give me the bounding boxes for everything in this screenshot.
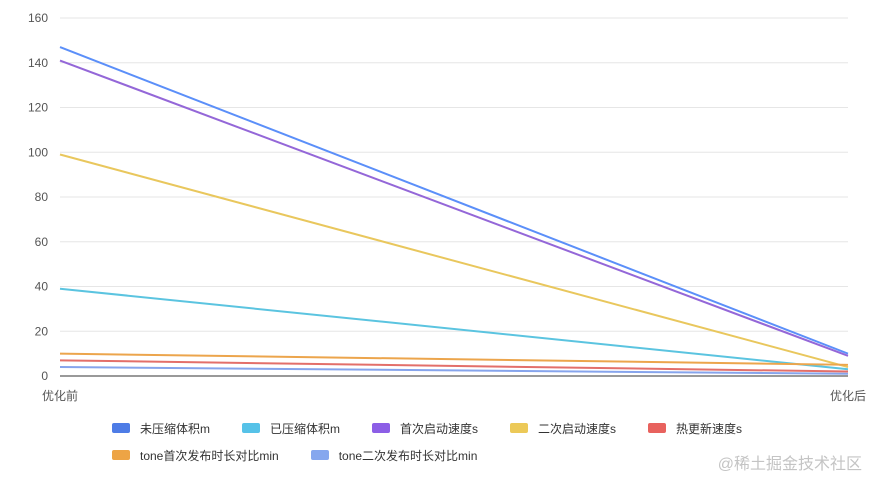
legend-item[interactable]: 热更新速度s <box>648 419 742 437</box>
x-axis: 优化前 优化后 <box>42 375 866 403</box>
legend-swatch <box>112 450 130 460</box>
legend-item[interactable]: 二次启动速度s <box>510 419 616 437</box>
legend-label: tone二次发布时长对比min <box>338 448 478 463</box>
legend-label: 热更新速度s <box>676 421 743 436</box>
watermark: @稀土掘金技术社区 <box>717 456 862 473</box>
series-line-5 <box>59 352 849 366</box>
line-chart: 0 20 40 60 80 100 120 140 160 优化前 优化后 <box>28 11 866 403</box>
y-tick-label: 80 <box>35 190 49 204</box>
grid-lines <box>60 17 848 332</box>
y-tick-label: 100 <box>28 145 48 159</box>
y-axis: 0 20 40 60 80 100 120 140 160 <box>28 11 48 383</box>
legend-item[interactable]: tone首次发布时长对比min <box>112 446 279 464</box>
series-line-0 <box>59 46 849 355</box>
legend-swatch <box>310 450 329 460</box>
x-tick-label: 优化前 <box>42 388 78 403</box>
y-tick-label: 40 <box>35 280 49 294</box>
legend-swatch <box>648 423 667 433</box>
legend-swatch <box>510 423 529 433</box>
legend-swatch <box>242 423 260 433</box>
x-tick-label: 优化后 <box>830 389 866 403</box>
legend-item[interactable]: tone二次发布时长对比min <box>310 446 478 464</box>
legend-item[interactable]: 未压缩体积m <box>112 419 210 437</box>
legend-label: 二次启动速度s <box>538 421 617 436</box>
y-tick-label: 60 <box>35 235 49 249</box>
legend-label: 已压缩体积m <box>270 421 340 436</box>
series-line-2 <box>59 59 849 357</box>
legend-item[interactable]: 首次启动速度s <box>372 419 478 437</box>
y-tick-label: 160 <box>28 11 48 25</box>
series-lines <box>59 46 849 375</box>
series-line-3 <box>59 153 849 369</box>
y-tick-label: 140 <box>28 56 48 70</box>
legend-item[interactable]: 已压缩体积m <box>242 419 340 437</box>
legend: 未压缩体积m 已压缩体积m 首次启动速度s 二次启动速度s 热更新速度s tone首次发布… <box>112 419 812 464</box>
legend-label: 首次启动速度s <box>400 421 479 436</box>
legend-label: tone首次发布时长对比min <box>140 448 279 463</box>
y-tick-label: 20 <box>35 324 49 338</box>
series-line-1 <box>59 287 849 371</box>
series-line-6 <box>59 366 849 375</box>
y-tick-label: 120 <box>28 101 48 115</box>
y-tick-label: 0 <box>41 369 48 383</box>
series-line-4 <box>59 359 849 373</box>
legend-label: 未压缩体积m <box>140 421 210 436</box>
legend-swatch <box>112 423 130 433</box>
legend-swatch <box>372 423 390 433</box>
